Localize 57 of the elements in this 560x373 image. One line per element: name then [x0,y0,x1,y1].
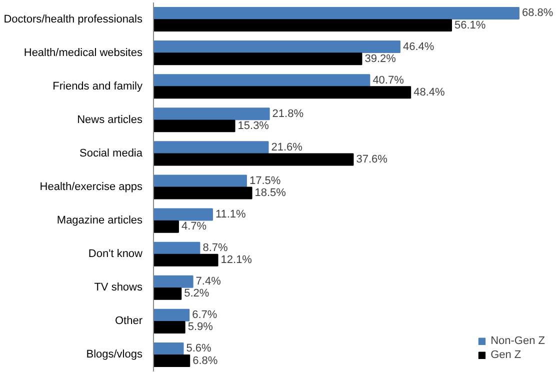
y-tick-label: Health/exercise apps [40,181,143,193]
y-tick-label: TV shows [94,282,143,294]
bar [154,108,270,120]
y-tick-label: Health/medical websites [24,46,143,59]
bar [154,354,190,367]
bar [154,141,269,154]
data-label: 39.2% [364,52,396,65]
bar [154,120,236,132]
bar [154,74,370,87]
bar [154,19,452,32]
data-label: 5.2% [184,288,210,300]
data-label: 8.7% [202,242,228,254]
bar [154,275,194,288]
bar [154,220,179,233]
data-label: 12.1% [220,254,252,266]
bar [154,342,184,355]
bar [154,7,520,20]
bar [154,287,182,300]
bar [154,186,252,200]
data-label: 5.9% [188,321,214,334]
y-tick-label: Other [114,315,143,328]
data-label: 56.1% [454,19,486,32]
data-label: 7.4% [196,276,222,288]
data-label: 4.7% [181,220,207,233]
bar [154,208,213,221]
data-label: 46.4% [402,40,434,53]
y-tick-label: Social media [80,147,144,160]
y-tick-label: News articles [77,114,143,126]
data-label: 11.1% [215,208,246,221]
data-label: 17.5% [249,174,281,187]
data-label: 6.7% [192,309,218,322]
y-tick-label: Magazine articles [56,214,143,227]
bar [154,86,412,99]
data-label: 18.5% [254,187,286,200]
data-label: 37.6% [356,153,388,166]
data-label: 40.7% [372,74,404,86]
data-label: 5.6% [186,342,212,355]
data-label: 21.6% [271,141,303,154]
y-tick-label: Friends and family [52,80,143,92]
bar [154,40,400,54]
y-tick-label: Doctors/health professionals [4,13,143,26]
bar [154,308,190,322]
bar [154,320,186,334]
data-label: 21.8% [272,108,304,120]
bar [154,242,200,254]
bar [154,153,354,166]
y-tick-label: Don't know [88,248,143,260]
bar [154,254,218,266]
data-label: 48.4% [414,86,445,98]
legend-label: Gen Z [490,349,522,361]
data-label: 15.3% [238,120,270,132]
bar [154,52,362,66]
data-label: 68.8% [522,7,554,20]
legend-label: Non-Gen Z [490,335,545,347]
data-label: 6.8% [192,354,218,367]
y-tick-label: Blogs/vlogs [86,348,143,361]
bar [154,174,247,188]
